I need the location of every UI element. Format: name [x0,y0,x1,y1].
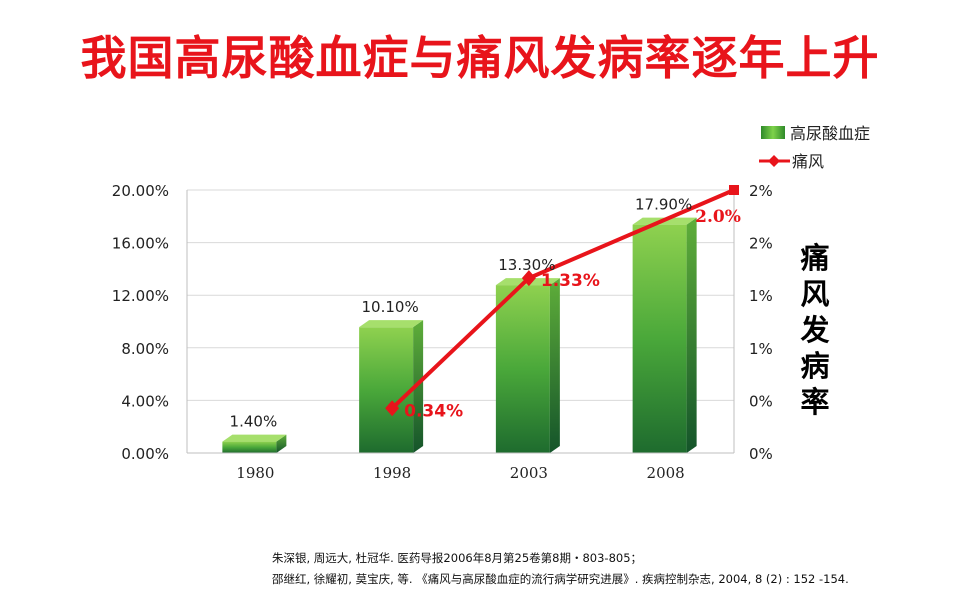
line-series [385,185,739,417]
reference-line: 朱深银, 周远大, 杜冠华. 医药导报2006年8月第25卷第8期・803-80… [272,551,643,565]
gout-value-label: 1.33% [541,271,600,291]
bar-front [632,224,687,453]
gout-point [385,400,400,417]
bar-front [222,441,277,453]
bar [359,320,424,453]
right-axis-tick-label: 0% [749,445,773,463]
bar-value-label: 17.90% [635,196,692,214]
right-axis-title-char: 病 [800,349,830,383]
left-axis-tick-label: 0.00% [121,445,169,463]
right-axis-title-char: 发 [800,313,830,347]
bar-side [549,278,560,453]
bar-front [495,285,550,453]
bar [495,278,560,453]
right-axis-tick-label: 2% [749,235,773,253]
references: 朱深银, 周远大, 杜冠华. 医药导报2006年8月第25卷第8期・803-80… [272,548,849,590]
right-axis-title: 痛风发病率 [793,240,837,420]
data-labels: 1.40% 10.10% 13.30% 17.90% 0.34% 1.33% 2.0% [230,196,741,431]
bar-side [686,217,697,453]
x-axis-tick-label: 1998 [373,464,411,482]
left-axis-tick-label: 16.00% [112,235,169,253]
left-axis-tick-label: 4.00% [121,392,169,410]
bar-side [413,320,424,453]
legend-marker-line [768,155,780,167]
right-axis-title-char: 率 [800,385,830,419]
left-axis-tick-label: 12.00% [112,287,169,305]
x-axis-tick-label: 2008 [647,464,685,482]
gout-value-label: 0.34% [404,401,463,421]
right-axis-title-char: 风 [800,277,830,311]
legend-label-line: 痛风 [792,152,824,171]
bar [632,217,697,453]
bar-value-label: 10.10% [362,298,419,316]
right-axis-tick-label: 1% [749,287,773,305]
reference-line: 邵继红, 徐耀初, 莫宝庆, 等. 《痛风与高尿酸血症的流行病学研究进展》. 疾… [272,572,849,586]
legend-label-bar: 高尿酸血症 [790,124,870,143]
x-axis-tick-label: 1980 [236,464,274,482]
bar-top [359,320,424,328]
bar-top [222,434,287,442]
gout-point [521,270,536,287]
bar-side [276,434,287,453]
legend-swatch-bar [761,126,785,139]
gout-point [729,185,739,195]
left-axis-tick-label: 20.00% [112,182,169,200]
bar-value-label: 13.30% [498,256,555,274]
right-axis-tick-label: 1% [749,340,773,358]
bar [222,434,287,453]
x-axis-tick-label: 2003 [510,464,548,482]
gout-value-label: 2.0% [695,207,741,227]
bar-series [222,217,697,453]
left-axis-tick-label: 8.00% [121,340,169,358]
right-axis-title-char: 痛 [800,241,830,275]
bar-front [359,327,414,453]
bar-value-label: 1.40% [230,413,278,431]
right-axis-tick-label: 0% [749,392,773,410]
right-axis-tick-label: 2% [749,182,773,200]
chart-title: 我国高尿酸血症与痛风发病率逐年上升 [80,31,880,85]
axes: 0.00% 4.00% 8.00% 12.00% 16.00% 20.00% 0% 0% 1% 1… [112,182,773,482]
